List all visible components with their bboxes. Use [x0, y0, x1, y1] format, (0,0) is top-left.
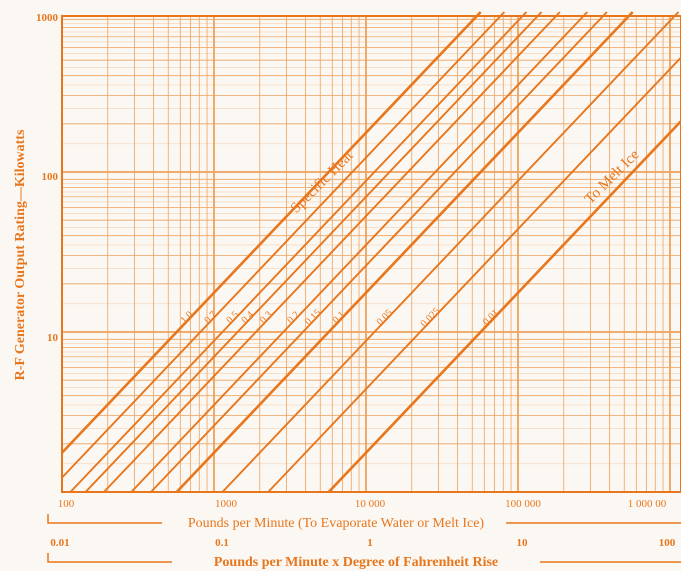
series-label: 0.7	[202, 309, 219, 326]
plot-frame	[61, 15, 681, 493]
series-line-0.15	[150, 11, 608, 493]
melt-ice-label: To Melt Ice	[582, 147, 643, 208]
pounds-tick-label: 10	[517, 537, 529, 549]
x-tick-label: 1 000 00	[628, 498, 667, 510]
pounds-tick-label: 1	[367, 537, 373, 549]
x-tick-label: 1000	[215, 498, 238, 510]
series-label: 0.5	[224, 309, 241, 326]
series-line-1.0	[61, 11, 482, 454]
y-axis-title: R-F Generator Output Rating—Kilowatts	[13, 129, 28, 380]
series-label: 0.05	[375, 307, 395, 327]
y-tick-label: 100	[42, 171, 59, 183]
series-line-0.2	[130, 11, 588, 493]
y-tick-label: 1000	[36, 12, 59, 24]
series-label: 0.3	[258, 309, 275, 326]
series-line-0.01	[327, 120, 681, 493]
series-label: 0.1	[331, 309, 348, 326]
series-line-0.7	[61, 11, 506, 479]
axis-title-bracket	[47, 514, 681, 524]
pounds-tick-label: 0.01	[50, 537, 69, 549]
series-line-0.3	[103, 11, 561, 493]
series-line-0.4	[84, 11, 543, 493]
x-axis-title-degree-rise: Pounds per Minute x Degree of Fahrenheit…	[214, 555, 498, 570]
series-label: 1.0	[179, 309, 196, 326]
x-tick-label: 100 000	[505, 498, 541, 510]
x-tick-label: 100	[58, 498, 75, 510]
axis-title-bracket	[47, 553, 681, 563]
series-line-0.1	[175, 11, 634, 493]
specific-heat-label: Specific Heat	[288, 147, 357, 216]
series-label: 0.2	[285, 309, 302, 326]
chart-series-lines	[61, 11, 681, 493]
x-axis-title-pounds: Pounds per Minute (To Evaporate Water or…	[188, 516, 485, 531]
y-tick-label: 10	[47, 332, 59, 344]
series-line-0.5	[69, 11, 528, 493]
x-tick-label: 10 000	[355, 498, 386, 510]
pounds-tick-label: 0.1	[215, 537, 229, 549]
series-line-0.05	[221, 11, 680, 493]
series-line-0.025	[267, 56, 681, 493]
chart-grid	[61, 16, 681, 493]
pounds-tick-label: 100	[659, 537, 676, 549]
